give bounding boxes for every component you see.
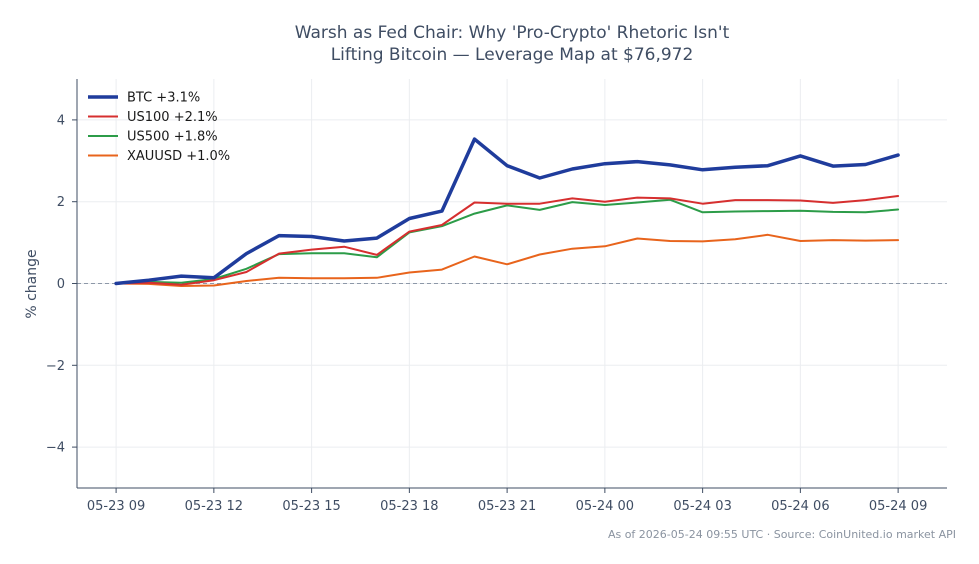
- chart-title-line1: Warsh as Fed Chair: Why 'Pro-Crypto' Rhe…: [295, 23, 730, 43]
- x-tick-label: 05-23 09: [87, 499, 145, 514]
- series-line-2: [115, 198, 900, 285]
- axes: 05-23 09 05-23 12 05-23 15 05-23 18 05-23 21…: [46, 79, 947, 514]
- y-tick-label: 2: [57, 195, 65, 210]
- legend: BTC +3.1% US100 +2.1% US500 +1.8% XAUUSD +1…: [88, 91, 230, 164]
- x-tick-label: 05-23 21: [478, 499, 536, 514]
- y-tick-label: 0: [57, 277, 65, 292]
- series-lines: [114, 137, 900, 287]
- legend-label: BTC +3.1%: [127, 91, 200, 106]
- x-tick-label: 05-23 12: [185, 499, 243, 514]
- y-tick-label: −4: [46, 441, 65, 456]
- y-axis-label: % change: [24, 249, 40, 318]
- x-tick-label: 05-23 18: [380, 499, 438, 514]
- legend-label: XAUUSD +1.0%: [127, 149, 230, 164]
- x-tick-label: 05-24 00: [576, 499, 634, 514]
- legend-label: US500 +1.8%: [127, 130, 218, 145]
- y-tick-label: −2: [46, 359, 65, 374]
- chart-title-line2: Lifting Bitcoin — Leverage Map at $76,97…: [331, 45, 694, 65]
- series-line-3: [115, 233, 900, 287]
- footer-note: As of 2026-05-24 09:55 UTC · Source: Coi…: [608, 528, 956, 541]
- x-tick-label: 05-24 06: [771, 499, 829, 514]
- series-line-1: [115, 195, 900, 286]
- x-tick-label: 05-24 03: [673, 499, 731, 514]
- x-tick-label: 05-23 15: [282, 499, 340, 514]
- x-tick-label: 05-24 09: [869, 499, 927, 514]
- y-tick-label: 4: [57, 113, 65, 128]
- series-line-0: [114, 137, 900, 286]
- legend-label: US100 +2.1%: [127, 110, 218, 125]
